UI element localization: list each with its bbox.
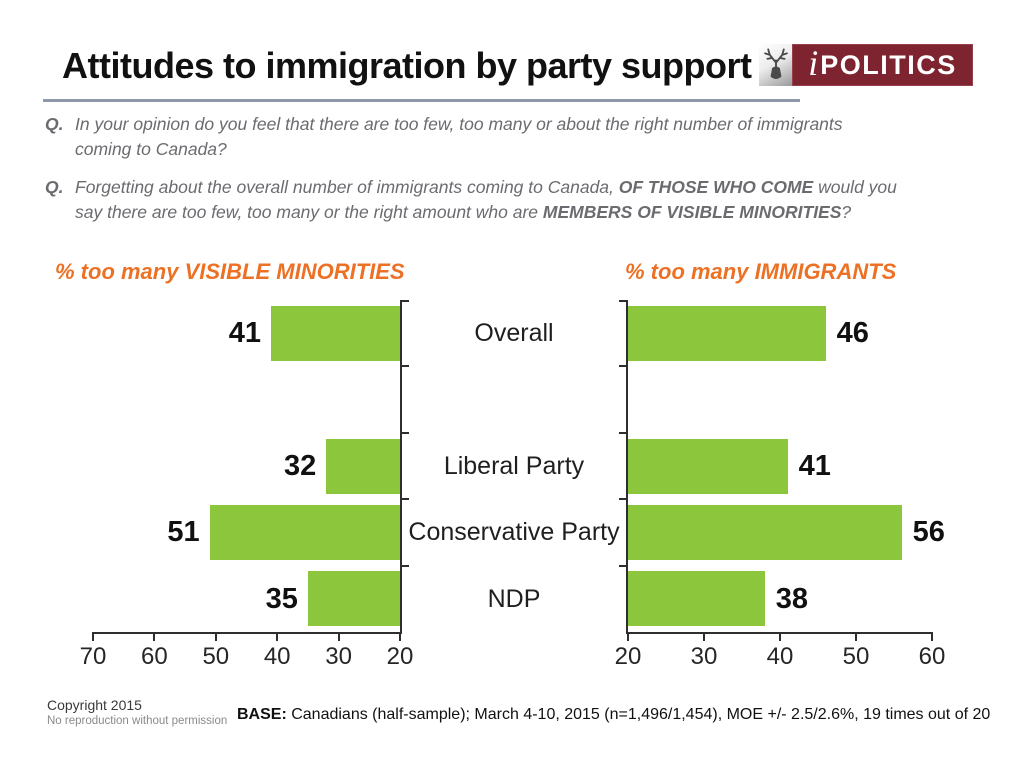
x-tick-left — [399, 634, 401, 641]
question-2: Q. Forgetting about the overall number of… — [45, 175, 945, 225]
page-title: Attitudes to immigration by party suppor… — [62, 45, 752, 86]
x-tick-left — [92, 634, 94, 641]
x-axis-left — [92, 632, 401, 634]
x-tick-right — [703, 634, 705, 641]
bar-conservative-party-right — [628, 504, 902, 560]
y-axis-left — [400, 300, 402, 634]
question-text: Forgetting about the overall number of i… — [75, 177, 897, 222]
question-text: In your opinion do you feel that there a… — [75, 114, 843, 159]
x-tick-right — [855, 634, 857, 641]
x-tick-label-right: 50 — [842, 643, 870, 670]
x-tick-right — [931, 634, 933, 641]
x-tick-left — [214, 634, 217, 641]
copyright-line1: Copyright 2015 — [47, 697, 142, 713]
x-tick-label-left: 70 — [79, 643, 107, 670]
ipolitics-logo: i POLITICS — [759, 44, 973, 86]
x-tick-label-left: 50 — [202, 643, 230, 670]
bar-ndp-right — [628, 571, 765, 627]
y-tick-right — [619, 300, 626, 302]
right-chart-title: % too many IMMIGRANTS — [625, 259, 897, 284]
moose-icon — [759, 44, 792, 86]
value-label-conservative-party-right: 56 — [912, 516, 945, 549]
y-tick-right — [619, 564, 626, 567]
copyright-line2: No reproduction without permission — [47, 715, 228, 727]
bar-overall-left — [271, 305, 400, 361]
logo-wordmark: i POLITICS — [792, 44, 973, 86]
bar-conservative-party-left — [209, 504, 400, 560]
y-tick-right — [619, 431, 626, 434]
base-note: BASE: Canadians (half-sample); March 4-1… — [237, 705, 990, 725]
y-tick-left — [402, 564, 409, 567]
x-tick-label-left: 20 — [386, 643, 414, 670]
value-label-ndp-right: 38 — [775, 582, 809, 615]
x-tick-label-right: 30 — [690, 643, 718, 670]
x-tick-label-right: 60 — [918, 643, 946, 670]
y-tick-left — [402, 365, 409, 368]
question-prefix: Q. — [45, 114, 64, 134]
category-label-liberal-party: Liberal Party — [443, 452, 585, 480]
bar-ndp-left — [307, 571, 400, 627]
logo-text: POLITICS — [820, 49, 957, 80]
value-label-overall-right: 46 — [836, 317, 869, 350]
y-tick-right — [619, 498, 626, 501]
x-tick-left — [153, 634, 156, 641]
value-label-liberal-party-left: 32 — [284, 450, 317, 482]
x-tick-label-left: 30 — [325, 643, 352, 670]
value-label-conservative-party-left: 51 — [167, 516, 200, 549]
value-label-overall-left: 41 — [228, 317, 262, 350]
copyright: Copyright 2015 No reproduction without p… — [47, 697, 227, 728]
x-tick-label-left: 40 — [263, 643, 291, 670]
y-tick-left — [402, 498, 409, 501]
x-tick-left — [276, 634, 279, 641]
x-axis-right — [627, 632, 933, 634]
bar-overall-right — [628, 305, 826, 361]
survey-questions: Q. In your opinion do you feel that there… — [45, 112, 945, 238]
x-tick-label-right: 20 — [614, 643, 642, 670]
left-chart-title: % too many VISIBLE MINORITIES — [55, 259, 405, 284]
y-tick-left — [402, 300, 409, 302]
category-label-ndp: NDP — [487, 584, 541, 613]
y-axis-right — [626, 300, 628, 634]
question-1: Q. In your opinion do you feel that there… — [45, 112, 945, 162]
x-tick-right — [627, 634, 629, 641]
question-prefix: Q. — [45, 177, 64, 197]
bar-liberal-party-right — [628, 438, 788, 494]
y-tick-left — [402, 431, 409, 434]
x-tick-label-right: 40 — [766, 643, 794, 670]
x-tick-left — [337, 634, 340, 641]
x-tick-right — [779, 634, 781, 641]
logo-i: i — [808, 43, 819, 83]
x-tick-label-left: 60 — [141, 643, 168, 670]
category-label-conservative-party: Conservative Party — [408, 518, 620, 547]
base-label: BASE: — [237, 706, 287, 723]
y-tick-right — [619, 365, 626, 368]
category-label-overall: Overall — [474, 319, 554, 348]
value-label-ndp-left: 35 — [265, 582, 298, 615]
title-divider — [43, 99, 800, 102]
bar-liberal-party-left — [326, 438, 400, 494]
value-label-liberal-party-right: 41 — [798, 450, 831, 482]
base-text: Canadians (half-sample); March 4-10, 201… — [286, 706, 991, 723]
